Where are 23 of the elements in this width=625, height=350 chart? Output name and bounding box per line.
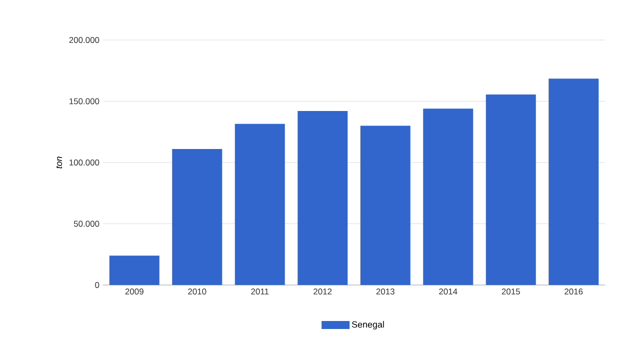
x-tick-label: 2016 [564,288,583,295]
bar [234,124,285,285]
bar [486,94,536,285]
bar [548,78,599,285]
bar [109,256,160,285]
bar [423,108,474,285]
x-tick-label: 2013 [376,288,394,295]
y-tick-label: 150.000 [70,98,100,104]
y-tick-label: 100.000 [70,160,100,166]
x-tick-label: 2009 [125,288,144,295]
x-tick-label: 2012 [314,288,332,295]
bar [298,111,348,285]
y-axis-title: ton [56,156,62,168]
y-tick-label: 200.000 [69,37,100,43]
y-tick-label: 50.000 [74,220,100,227]
legend-label: Senegal [352,321,384,330]
y-tick-label: 0 [95,282,100,288]
x-tick-label: 2015 [502,288,520,295]
x-tick-label: 2011 [251,288,269,295]
x-tick-label: 2010 [188,288,206,295]
bar [360,126,410,285]
x-tick-label: 2014 [439,288,458,295]
bar [172,149,222,285]
